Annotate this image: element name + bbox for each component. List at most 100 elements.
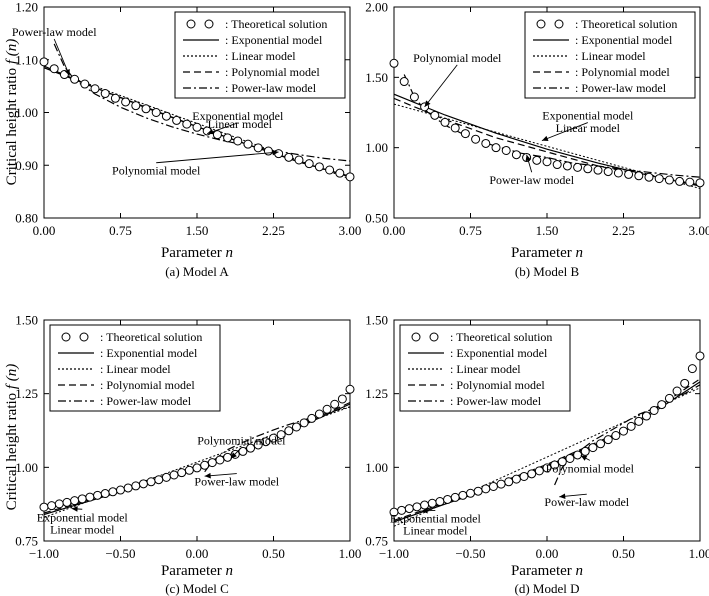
y-tick-label: 1.25: [365, 386, 388, 401]
annotation-label: Linear model: [208, 117, 273, 131]
theoretical-point: [473, 486, 483, 496]
annotation-label: Linear model: [403, 524, 468, 538]
y-tick-label: 0.50: [365, 211, 388, 226]
theoretical-point: [243, 139, 253, 149]
theoretical-point: [62, 497, 72, 507]
x-tick-label: 0.00: [536, 546, 559, 561]
y-tick-label: 1.50: [365, 313, 388, 328]
theoretical-point: [626, 421, 636, 431]
theoretical-point: [675, 176, 685, 186]
y-tick-label: 1.00: [365, 460, 388, 475]
annotation-label: Power-law model: [194, 475, 279, 489]
annotation-arrowhead: [207, 128, 214, 135]
legend-label-linear: : Linear model: [450, 362, 521, 376]
theoretical-point: [131, 101, 141, 111]
annotation-label: Polynomial model: [546, 461, 635, 475]
theoretical-point: [182, 119, 192, 129]
annotation-arrowhead: [204, 472, 211, 479]
legend-label-linear: : Linear model: [100, 362, 171, 376]
theoretical-point: [399, 77, 409, 87]
theoretical-point: [573, 162, 583, 172]
theoretical-point: [588, 443, 598, 453]
x-tick-label: 1.50: [536, 223, 559, 238]
legend-label-exponential: : Exponential model: [100, 346, 198, 360]
theoretical-point: [634, 171, 644, 181]
theoretical-point: [47, 501, 57, 511]
x-tick-label: 1.00: [339, 546, 362, 561]
theoretical-point: [121, 97, 131, 107]
y-axis-title-top: Critical height ratio f (n): [4, 39, 20, 186]
x-tick-label: 2.25: [262, 223, 285, 238]
theoretical-point: [70, 496, 80, 506]
x-tick-label: −0.50: [105, 546, 135, 561]
theoretical-point: [557, 457, 567, 467]
theoretical-point: [223, 452, 233, 462]
theoretical-point: [161, 111, 171, 121]
theoretical-point: [657, 400, 667, 410]
annotation-arrowhead: [525, 154, 531, 162]
annotation-arrow: [541, 122, 588, 142]
annotation-label: Exponential model: [542, 109, 634, 123]
legend-label-polynomial: : Polynomial model: [575, 65, 670, 79]
theoretical-point: [450, 492, 460, 502]
theoretical-point: [481, 138, 491, 148]
x-tick-label: −1.00: [379, 546, 409, 561]
y-tick-label: 1.00: [15, 105, 38, 120]
theoretical-point: [49, 64, 59, 74]
legend-label-polynomial: : Polynomial model: [450, 378, 545, 392]
annotation-arrowhead: [64, 68, 70, 76]
theoretical-point: [345, 172, 355, 182]
theoretical-point: [100, 489, 110, 499]
theoretical-point: [565, 453, 575, 463]
legend-c: : Theoretical solution: Exponential mode…: [49, 324, 221, 412]
theoretical-point: [596, 439, 606, 449]
theoretical-point: [85, 492, 95, 502]
x-tick-label: 1.50: [186, 223, 209, 238]
theoretical-point: [593, 165, 603, 175]
x-tick-label: 0.00: [33, 223, 56, 238]
theoretical-point: [184, 465, 194, 475]
theoretical-point: [263, 146, 273, 156]
theoretical-point: [481, 484, 491, 494]
theoretical-point: [146, 477, 156, 487]
y-tick-label: 0.75: [15, 534, 38, 549]
theoretical-point: [532, 155, 542, 165]
theoretical-point: [519, 471, 529, 481]
x-axis-title-c: Parameter n: [161, 563, 233, 579]
theoretical-point: [276, 430, 286, 440]
annotation-label: Polynomial model: [112, 164, 201, 178]
theoretical-point: [307, 413, 317, 423]
theoretical-point: [427, 498, 437, 508]
x-tick-label: −1.00: [29, 546, 59, 561]
theoretical-point: [233, 136, 243, 146]
theoretical-point: [409, 92, 419, 102]
theoretical-point: [562, 161, 572, 171]
series-line-power-b: [403, 74, 700, 178]
theoretical-point: [654, 174, 664, 184]
x-tick-label: 3.00: [689, 223, 709, 238]
annotation-arrowhead: [230, 452, 237, 459]
theoretical-point: [284, 426, 294, 436]
theoretical-point: [672, 386, 682, 396]
x-tick-label: 0.75: [459, 223, 482, 238]
theoretical-point: [154, 475, 164, 485]
legend-label-power: : Power-law model: [450, 394, 542, 408]
theoretical-point: [253, 440, 263, 450]
theoretical-point: [624, 169, 634, 179]
theoretical-point: [223, 133, 233, 143]
theoretical-point: [527, 469, 537, 479]
chart-d: −1.00 −0.50 0.00 0.50 1.00 0.75 1.00 1.25 1.50 Po…: [365, 313, 709, 562]
theoretical-point: [322, 404, 332, 414]
theoretical-point: [269, 433, 278, 443]
theoretical-point: [108, 487, 118, 497]
theoretical-point: [471, 134, 481, 144]
theoretical-point: [542, 463, 552, 473]
legend-box: [174, 11, 346, 99]
theoretical-point: [39, 57, 49, 67]
y-tick-label: 1.50: [365, 70, 388, 85]
theoretical-point: [450, 123, 460, 133]
theoretical-point: [695, 178, 705, 188]
x-tick-label: −0.50: [455, 546, 485, 561]
legend-label-power: : Power-law model: [100, 394, 192, 408]
theoretical-point: [131, 481, 141, 491]
